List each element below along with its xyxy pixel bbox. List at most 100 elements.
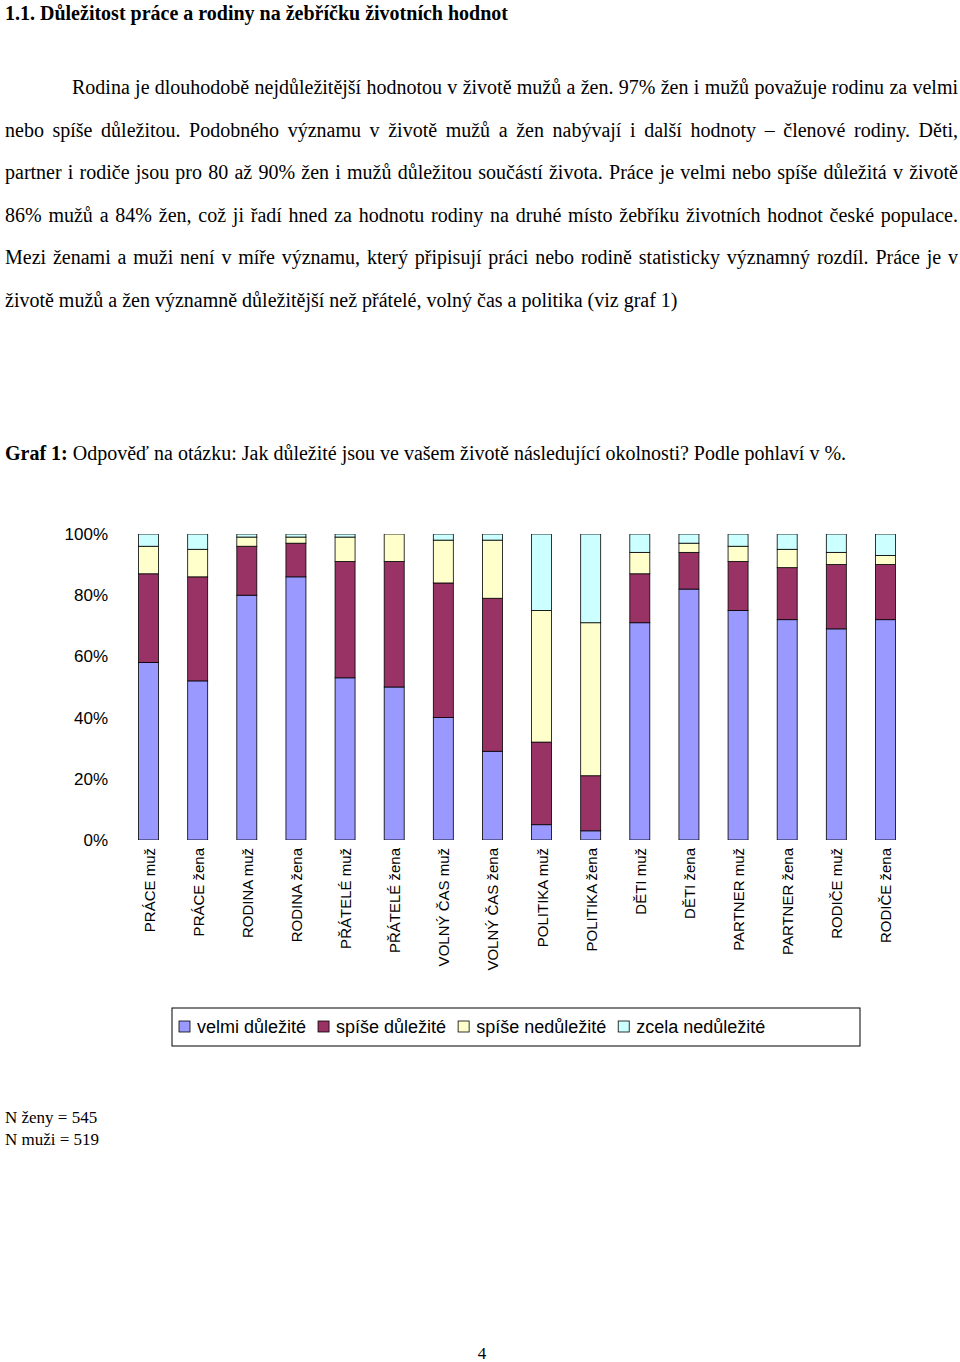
note: N ženy = 545 — [5, 1107, 99, 1129]
bar-segment — [777, 549, 797, 567]
bar-segment — [532, 825, 552, 840]
bar-segment — [728, 546, 748, 561]
bar-segment — [630, 552, 650, 573]
heading: 1.1. Důležitost práce a rodiny na žebříč… — [5, 0, 508, 26]
legend-swatch — [179, 1021, 190, 1032]
y-tick-label: 40% — [74, 709, 108, 728]
y-tick-label: 60% — [74, 647, 108, 666]
bar-segment — [875, 534, 895, 555]
bar-segment — [286, 577, 306, 840]
bar-segment — [630, 574, 650, 623]
y-tick-label: 0% — [83, 831, 108, 850]
bar-segment — [826, 552, 846, 564]
bar-segment — [581, 623, 601, 776]
bar-segment — [433, 583, 453, 718]
y-tick-label: 100% — [65, 525, 108, 544]
bar-segment — [630, 534, 650, 552]
x-tick-label: RODINA žena — [288, 847, 305, 942]
x-tick-label: PŘÁTELÉ muž — [337, 848, 354, 949]
bar-segment — [581, 831, 601, 840]
bar-segment — [384, 534, 404, 562]
x-tick-label: RODIČE žena — [877, 847, 894, 943]
x-tick-label: VOLNÝ ČAS muž — [435, 848, 452, 966]
bar-segment — [237, 595, 257, 840]
x-tick-label: PRÁCE žena — [190, 847, 207, 936]
legend-label: zcela nedůležité — [636, 1017, 765, 1037]
bar-segment — [482, 540, 502, 598]
caption-text: Odpověď na otázku: Jak důležité jsou ve … — [73, 442, 846, 464]
bar-segment — [482, 534, 502, 540]
bar-segment — [532, 611, 552, 743]
bar-segment — [237, 537, 257, 546]
bar-segment — [139, 574, 159, 663]
bar-segment — [826, 565, 846, 629]
x-tick-label: PŘÁTELÉ žena — [386, 847, 403, 953]
paragraph: Rodina je dlouhodobě nejdůležitější hodn… — [5, 66, 958, 321]
legend: velmi důležité spíše důležité spíše nedůle… — [172, 1008, 860, 1046]
legend-label: spíše důležité — [336, 1017, 446, 1037]
bar-segment — [286, 543, 306, 577]
bar-segment — [335, 537, 355, 561]
bar-segment — [286, 537, 306, 543]
bar-segment — [679, 552, 699, 589]
y-tick-label: 20% — [74, 770, 108, 789]
bar-segment — [384, 562, 404, 687]
legend-label: velmi důležité — [197, 1017, 306, 1037]
caption-label: Graf 1: — [5, 442, 68, 464]
notes: N ženy = 545N muži = 519 — [5, 1107, 99, 1151]
bar-segment — [777, 620, 797, 840]
bar-segment — [826, 534, 846, 552]
bar-segment — [188, 549, 208, 577]
bar-segment — [532, 742, 552, 825]
bar-segment — [139, 663, 159, 840]
bar-segment — [581, 534, 601, 623]
legend-swatch — [458, 1021, 469, 1032]
x-tick-label: DĚTI muž — [632, 848, 649, 915]
legend-box — [172, 1008, 860, 1046]
bar-segment — [237, 546, 257, 595]
bar-segment — [335, 678, 355, 840]
bar-segment — [188, 681, 208, 840]
x-tick-label: RODINA muž — [239, 848, 256, 938]
bar-segment — [728, 562, 748, 611]
bar-segment — [875, 620, 895, 840]
note: N muži = 519 — [5, 1129, 99, 1151]
legend-label: spíše nedůležité — [476, 1017, 606, 1037]
bar-segment — [777, 568, 797, 620]
bar-segment — [679, 534, 699, 543]
bar-segment — [532, 534, 552, 611]
bar-segment — [188, 577, 208, 681]
bar-segment — [777, 534, 797, 549]
bar-segment — [384, 534, 404, 535]
bar-segment — [384, 687, 404, 840]
x-tick-label: DĚTI žena — [681, 847, 698, 919]
bar-segment — [728, 611, 748, 841]
bar-segment — [188, 534, 208, 549]
bar-segment — [237, 534, 257, 537]
y-tick-label: 80% — [74, 586, 108, 605]
bar-segment — [630, 623, 650, 840]
page-number: 4 — [0, 1343, 960, 1362]
x-tick-label: VOLNÝ ČAS žena — [484, 847, 501, 970]
bar-segment — [335, 562, 355, 678]
bar-segment — [139, 546, 159, 574]
caption: Graf 1: Odpověď na otázku: Jak důležité … — [5, 438, 915, 468]
bar-segment — [433, 534, 453, 540]
x-tick-label: PARTNER muž — [730, 848, 747, 951]
x-tick-label: POLITIKA muž — [534, 848, 551, 947]
legend-swatch — [618, 1021, 629, 1032]
legend-swatch — [318, 1021, 329, 1032]
bar-segment — [482, 598, 502, 751]
bar-segment — [728, 534, 748, 546]
bar-segment — [826, 629, 846, 840]
chart: 0% 20% 40% 60% 80% 100% PRÁCE muž PRÁCE žena ROD… — [0, 0, 960, 1362]
bar-segment — [679, 543, 699, 552]
bar-segment — [581, 776, 601, 831]
bar-segment — [286, 534, 306, 537]
x-tick-label: PRÁCE muž — [141, 848, 158, 932]
bar-segment — [433, 718, 453, 840]
bar-segment — [433, 540, 453, 583]
x-tick-label: POLITIKA žena — [583, 847, 600, 951]
bar-segment — [875, 555, 895, 564]
bar-segment — [679, 589, 699, 840]
